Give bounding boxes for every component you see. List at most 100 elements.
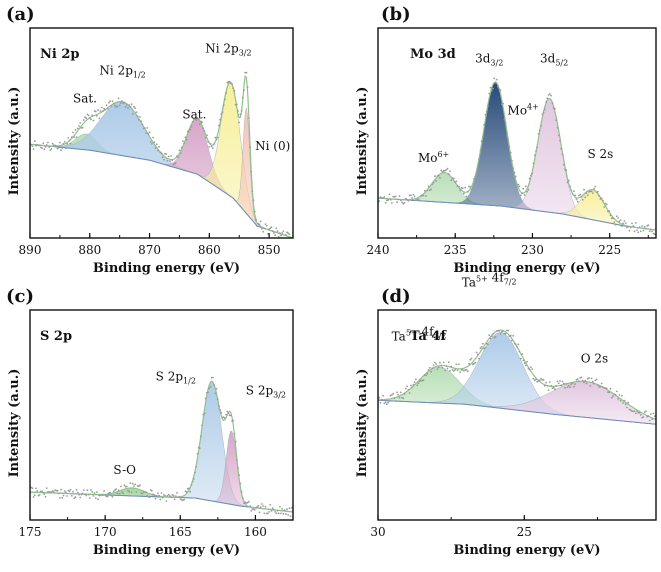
x-tick-label: 870 (138, 243, 161, 257)
raw-data-point (555, 119, 558, 121)
raw-data-point (451, 368, 454, 371)
raw-data-point (103, 490, 105, 492)
raw-data-point (499, 332, 502, 335)
raw-data-point (617, 397, 619, 400)
raw-data-point (556, 126, 559, 129)
raw-data-point (413, 381, 416, 383)
raw-data-point (74, 496, 77, 499)
peak-label: Mo4+ (508, 102, 539, 117)
raw-data-point (81, 492, 84, 495)
raw-data-point (561, 153, 564, 156)
raw-data-point (614, 394, 617, 396)
raw-data-point (417, 382, 420, 385)
raw-data-point (483, 347, 485, 350)
raw-data-point (614, 223, 617, 226)
raw-data-point (190, 125, 193, 128)
raw-data-point (171, 159, 174, 162)
raw-data-point (282, 230, 285, 233)
raw-data-point (442, 361, 445, 364)
raw-data-point (176, 492, 178, 494)
raw-data-point (427, 369, 430, 371)
raw-data-point (567, 179, 570, 182)
raw-data-point (590, 190, 593, 193)
raw-data-point (541, 113, 544, 116)
raw-data-point (578, 380, 580, 382)
raw-data-point (461, 368, 464, 371)
raw-data-point (652, 412, 655, 415)
raw-data-point (530, 174, 532, 177)
raw-data-point (204, 136, 207, 139)
raw-data-point (270, 226, 273, 229)
raw-data-point (449, 170, 451, 173)
raw-data-point (78, 493, 80, 496)
raw-data-point (201, 424, 204, 427)
raw-data-point (191, 121, 194, 123)
raw-data-point (492, 333, 494, 335)
raw-data-point (435, 363, 437, 365)
raw-data-point (257, 505, 260, 507)
raw-data-point (440, 364, 443, 367)
raw-data-point (523, 194, 526, 196)
raw-data-point (214, 136, 217, 139)
raw-data-point (530, 366, 532, 368)
raw-data-point (31, 487, 34, 490)
x-axis-label: Binding energy (eV) (453, 261, 600, 276)
raw-data-point (540, 125, 542, 127)
raw-data-point (277, 512, 280, 515)
raw-data-point (73, 136, 76, 139)
raw-data-point (434, 361, 436, 364)
raw-data-point (256, 225, 258, 228)
raw-data-point (602, 199, 604, 202)
raw-data-point (470, 357, 473, 360)
peak-label: 3d5/2 (540, 51, 568, 67)
raw-data-point (490, 90, 493, 92)
raw-data-point (383, 196, 386, 198)
raw-data-point (411, 386, 413, 389)
raw-data-point (560, 384, 563, 387)
raw-data-point (653, 415, 656, 418)
raw-data-point (160, 492, 163, 494)
raw-data-point (518, 185, 521, 188)
raw-data-point (580, 376, 583, 379)
raw-data-point (100, 106, 103, 109)
raw-data-point (490, 335, 493, 337)
raw-data-point (594, 185, 597, 188)
raw-data-point (478, 158, 480, 160)
raw-data-point (264, 505, 267, 508)
panel-title: Ni 2p (40, 47, 79, 62)
raw-data-point (33, 494, 36, 496)
raw-data-point (597, 191, 599, 193)
raw-data-point (650, 413, 652, 416)
raw-data-point (239, 113, 242, 116)
raw-data-point (552, 107, 555, 109)
raw-data-point (574, 194, 576, 197)
raw-data-point (538, 129, 541, 132)
raw-data-point (99, 110, 102, 112)
raw-data-point (194, 471, 196, 474)
raw-data-point (571, 382, 574, 384)
raw-data-point (495, 78, 498, 81)
raw-data-point (417, 198, 420, 200)
raw-data-point (79, 122, 82, 124)
raw-data-point (540, 377, 542, 380)
raw-data-point (637, 411, 640, 414)
raw-data-point (418, 199, 421, 202)
raw-data-point (195, 119, 198, 121)
raw-data-point (243, 89, 245, 92)
raw-data-point (546, 97, 549, 100)
raw-data-point (56, 489, 59, 492)
raw-data-point (396, 201, 398, 204)
raw-data-point (466, 190, 469, 193)
raw-data-point (455, 363, 458, 366)
raw-data-point (574, 383, 576, 385)
raw-data-point (268, 511, 270, 513)
raw-data-point (382, 197, 384, 199)
raw-data-point (516, 186, 518, 189)
raw-data-point (166, 494, 169, 497)
raw-data-point (262, 230, 264, 233)
raw-data-point (118, 104, 121, 107)
raw-data-point (237, 110, 239, 112)
raw-data-point (573, 385, 575, 388)
raw-data-point (47, 141, 49, 144)
raw-data-point (581, 379, 584, 382)
